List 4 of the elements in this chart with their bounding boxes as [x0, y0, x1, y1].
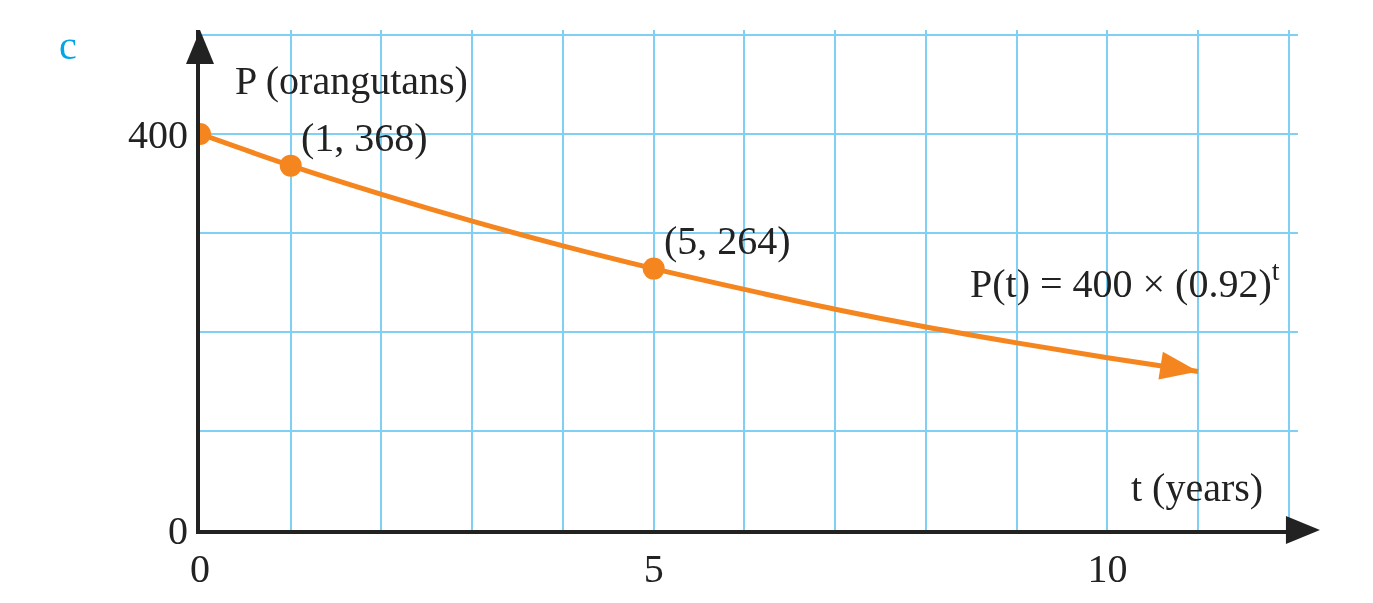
x-tick-label: 10 — [1087, 546, 1128, 591]
text: c — [59, 23, 77, 68]
y-tick-label: 400 — [128, 111, 188, 157]
x-tick-label: 5 — [643, 546, 664, 591]
